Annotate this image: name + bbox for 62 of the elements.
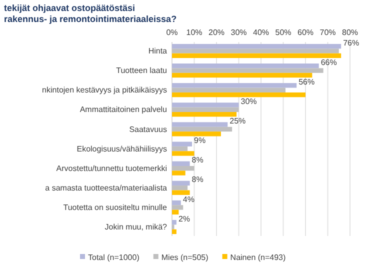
x-tick-label: 20% [208, 28, 225, 37]
bar [172, 72, 312, 78]
data-label: 66% [320, 58, 337, 67]
bar [172, 146, 188, 152]
x-tick-label: 30% [230, 28, 247, 37]
data-label: 56% [298, 77, 315, 86]
data-label: 4% [182, 194, 194, 204]
bar [172, 166, 194, 171]
data-label: 2% [178, 214, 190, 224]
bar [172, 102, 239, 108]
bar [172, 107, 239, 112]
x-tick-label: 40% [252, 28, 270, 37]
bar [172, 68, 324, 73]
bar [172, 220, 176, 225]
bar [172, 132, 221, 136]
x-tick-label: 0% [166, 28, 178, 37]
bar [172, 112, 237, 117]
bar [172, 64, 319, 68]
bar [172, 88, 286, 92]
data-label: 25% [230, 116, 246, 126]
bar [172, 229, 176, 234]
bar [172, 83, 297, 88]
bar [172, 210, 179, 214]
bar [172, 151, 194, 156]
y-tick-label: Jokin muu, mikä? [104, 222, 168, 232]
x-tick-label: 50% [275, 28, 292, 37]
x-tick-label: 80% [342, 28, 358, 37]
bar [172, 48, 339, 54]
bar [172, 190, 190, 195]
bar [172, 205, 184, 210]
x-tick-label: 60% [297, 28, 314, 37]
y-tick-label: Hinta [148, 46, 168, 56]
bar [172, 53, 342, 58]
bar [172, 142, 192, 146]
y-tick-label: Tuotetta on suositeltu minulle [63, 203, 168, 212]
data-label: 8% [192, 175, 204, 184]
y-tick-label: nkintojen kestävyys ja pitkäikäisyys [42, 86, 167, 95]
data-label: 8% [192, 156, 204, 165]
bar [172, 161, 190, 166]
bar [172, 122, 228, 127]
y-tick-label: Saatavuus [129, 124, 167, 134]
bar [172, 180, 190, 186]
legend-label: Nainen (n=493) [230, 253, 286, 262]
data-label: 9% [194, 136, 206, 146]
y-tick-label: Arvostettu/tunnettu tuotemerkki [56, 164, 168, 173]
y-tick-label: a samasta tuotteesta/materiaalista [45, 183, 168, 192]
text: tekijät ohjaavat ostopäätöstäsi rakennus- ja remontointimateriaaleissa? [4, 3, 177, 24]
x-tick-label: 70% [320, 28, 336, 37]
data-label: 30% [240, 96, 257, 106]
bar [172, 186, 188, 190]
legend-label: Mies (n=505) [161, 253, 209, 262]
bar [172, 92, 306, 98]
bar [172, 170, 186, 176]
y-tick-label: Ekologisuus/vähähiilisyys [76, 144, 167, 154]
y-tick-label: Tuotteen laatu [116, 66, 167, 76]
y-tick-label: Ammattitaitoinen palvelu [80, 105, 167, 114]
bar [172, 126, 232, 132]
x-tick-label: 10% [186, 28, 202, 37]
legend-label: Total (n=1000) [88, 253, 140, 262]
bar [172, 200, 181, 206]
data-label: 76% [343, 38, 360, 48]
bar [172, 44, 342, 49]
